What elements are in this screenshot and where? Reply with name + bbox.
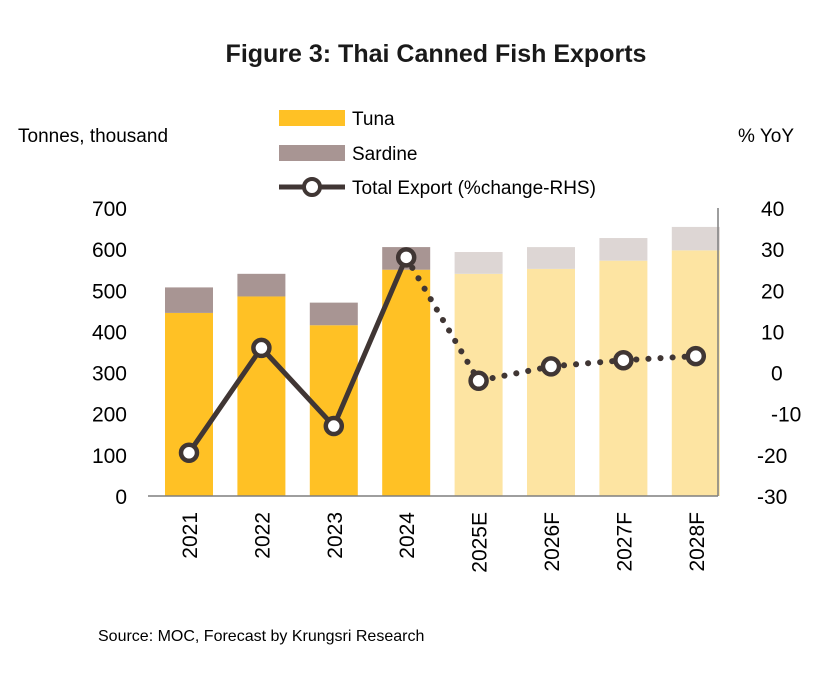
line-point-2025E [468, 370, 489, 392]
left-axis-label: Tonnes, thousand [18, 126, 168, 147]
left-tick: 300 [92, 363, 127, 386]
bar-sardine-2022 [237, 273, 286, 297]
line-point-2026F [540, 356, 562, 377]
right-tick: 10 [761, 321, 784, 344]
legend-swatch-tuna [279, 110, 345, 126]
right-tick: 40 [761, 198, 784, 221]
left-tick: 200 [92, 404, 127, 427]
legend-label-line: Total Export (%change-RHS) [352, 178, 596, 199]
bar-tuna-2027F [599, 260, 648, 496]
source-note: Source: MOC, Forecast by Krungsri Resear… [98, 628, 424, 645]
bar-tuna-2024 [382, 269, 431, 496]
bar-sardine-2025E [454, 252, 503, 274]
bar-sardine-2028F [671, 226, 720, 251]
left-tick: 600 [92, 239, 127, 262]
bar-sardine-2021 [165, 287, 213, 313]
bar-sardine-2026F [527, 247, 575, 269]
right-tick: -20 [757, 445, 787, 468]
bar-tuna-2021 [165, 312, 213, 496]
bar-tuna-2026F [527, 268, 575, 496]
left-axis-ticks: 0 100 200 300 400 500 600 700 [92, 198, 127, 509]
category-label: 2026F [541, 512, 564, 572]
right-tick: 20 [761, 280, 784, 303]
category-label: 2025E [469, 512, 492, 573]
bar-tuna-2022 [237, 296, 286, 496]
category-labels: 2021 2022 2023 2024 2025E 2026F 2027F 20… [179, 512, 709, 573]
line-point-2021 [178, 442, 200, 464]
bar-sardine-2027F [599, 238, 648, 261]
bar-sardine-2023 [309, 302, 358, 326]
right-tick: 0 [771, 363, 783, 386]
category-label: 2028F [686, 512, 709, 572]
line-point-2023 [323, 415, 345, 437]
category-label: 2022 [251, 512, 274, 559]
total-export-line [178, 247, 707, 464]
category-label: 2027F [613, 512, 636, 572]
line-point-2028F [685, 345, 707, 367]
left-tick: 400 [92, 321, 127, 344]
line-actual [186, 256, 409, 455]
left-tick: 700 [92, 198, 127, 221]
category-label: 2023 [324, 512, 347, 559]
legend-swatch-sardine [279, 145, 345, 161]
bar-tuna-2028F [671, 250, 720, 496]
right-tick: -10 [771, 404, 801, 427]
line-point-2024 [395, 247, 417, 268]
bars [165, 226, 720, 496]
right-axis-ticks: -30 -20 -10 0 10 20 30 40 [757, 198, 801, 509]
left-tick: 100 [92, 445, 127, 468]
chart-title: Figure 3: Thai Canned Fish Exports [226, 40, 647, 68]
right-tick: -30 [757, 486, 787, 509]
right-tick: 30 [761, 239, 784, 262]
right-axis-label: % YoY [738, 126, 794, 147]
legend-marker-line [302, 177, 322, 197]
left-tick: 500 [92, 280, 127, 303]
left-tick: 0 [115, 486, 127, 509]
legend-label-tuna: Tuna [352, 109, 395, 130]
line-point-2027F [613, 349, 634, 371]
legend-label-sardine: Sardine [352, 144, 418, 165]
category-label: 2021 [179, 512, 202, 559]
category-label: 2024 [396, 512, 419, 559]
line-point-2022 [251, 337, 272, 359]
